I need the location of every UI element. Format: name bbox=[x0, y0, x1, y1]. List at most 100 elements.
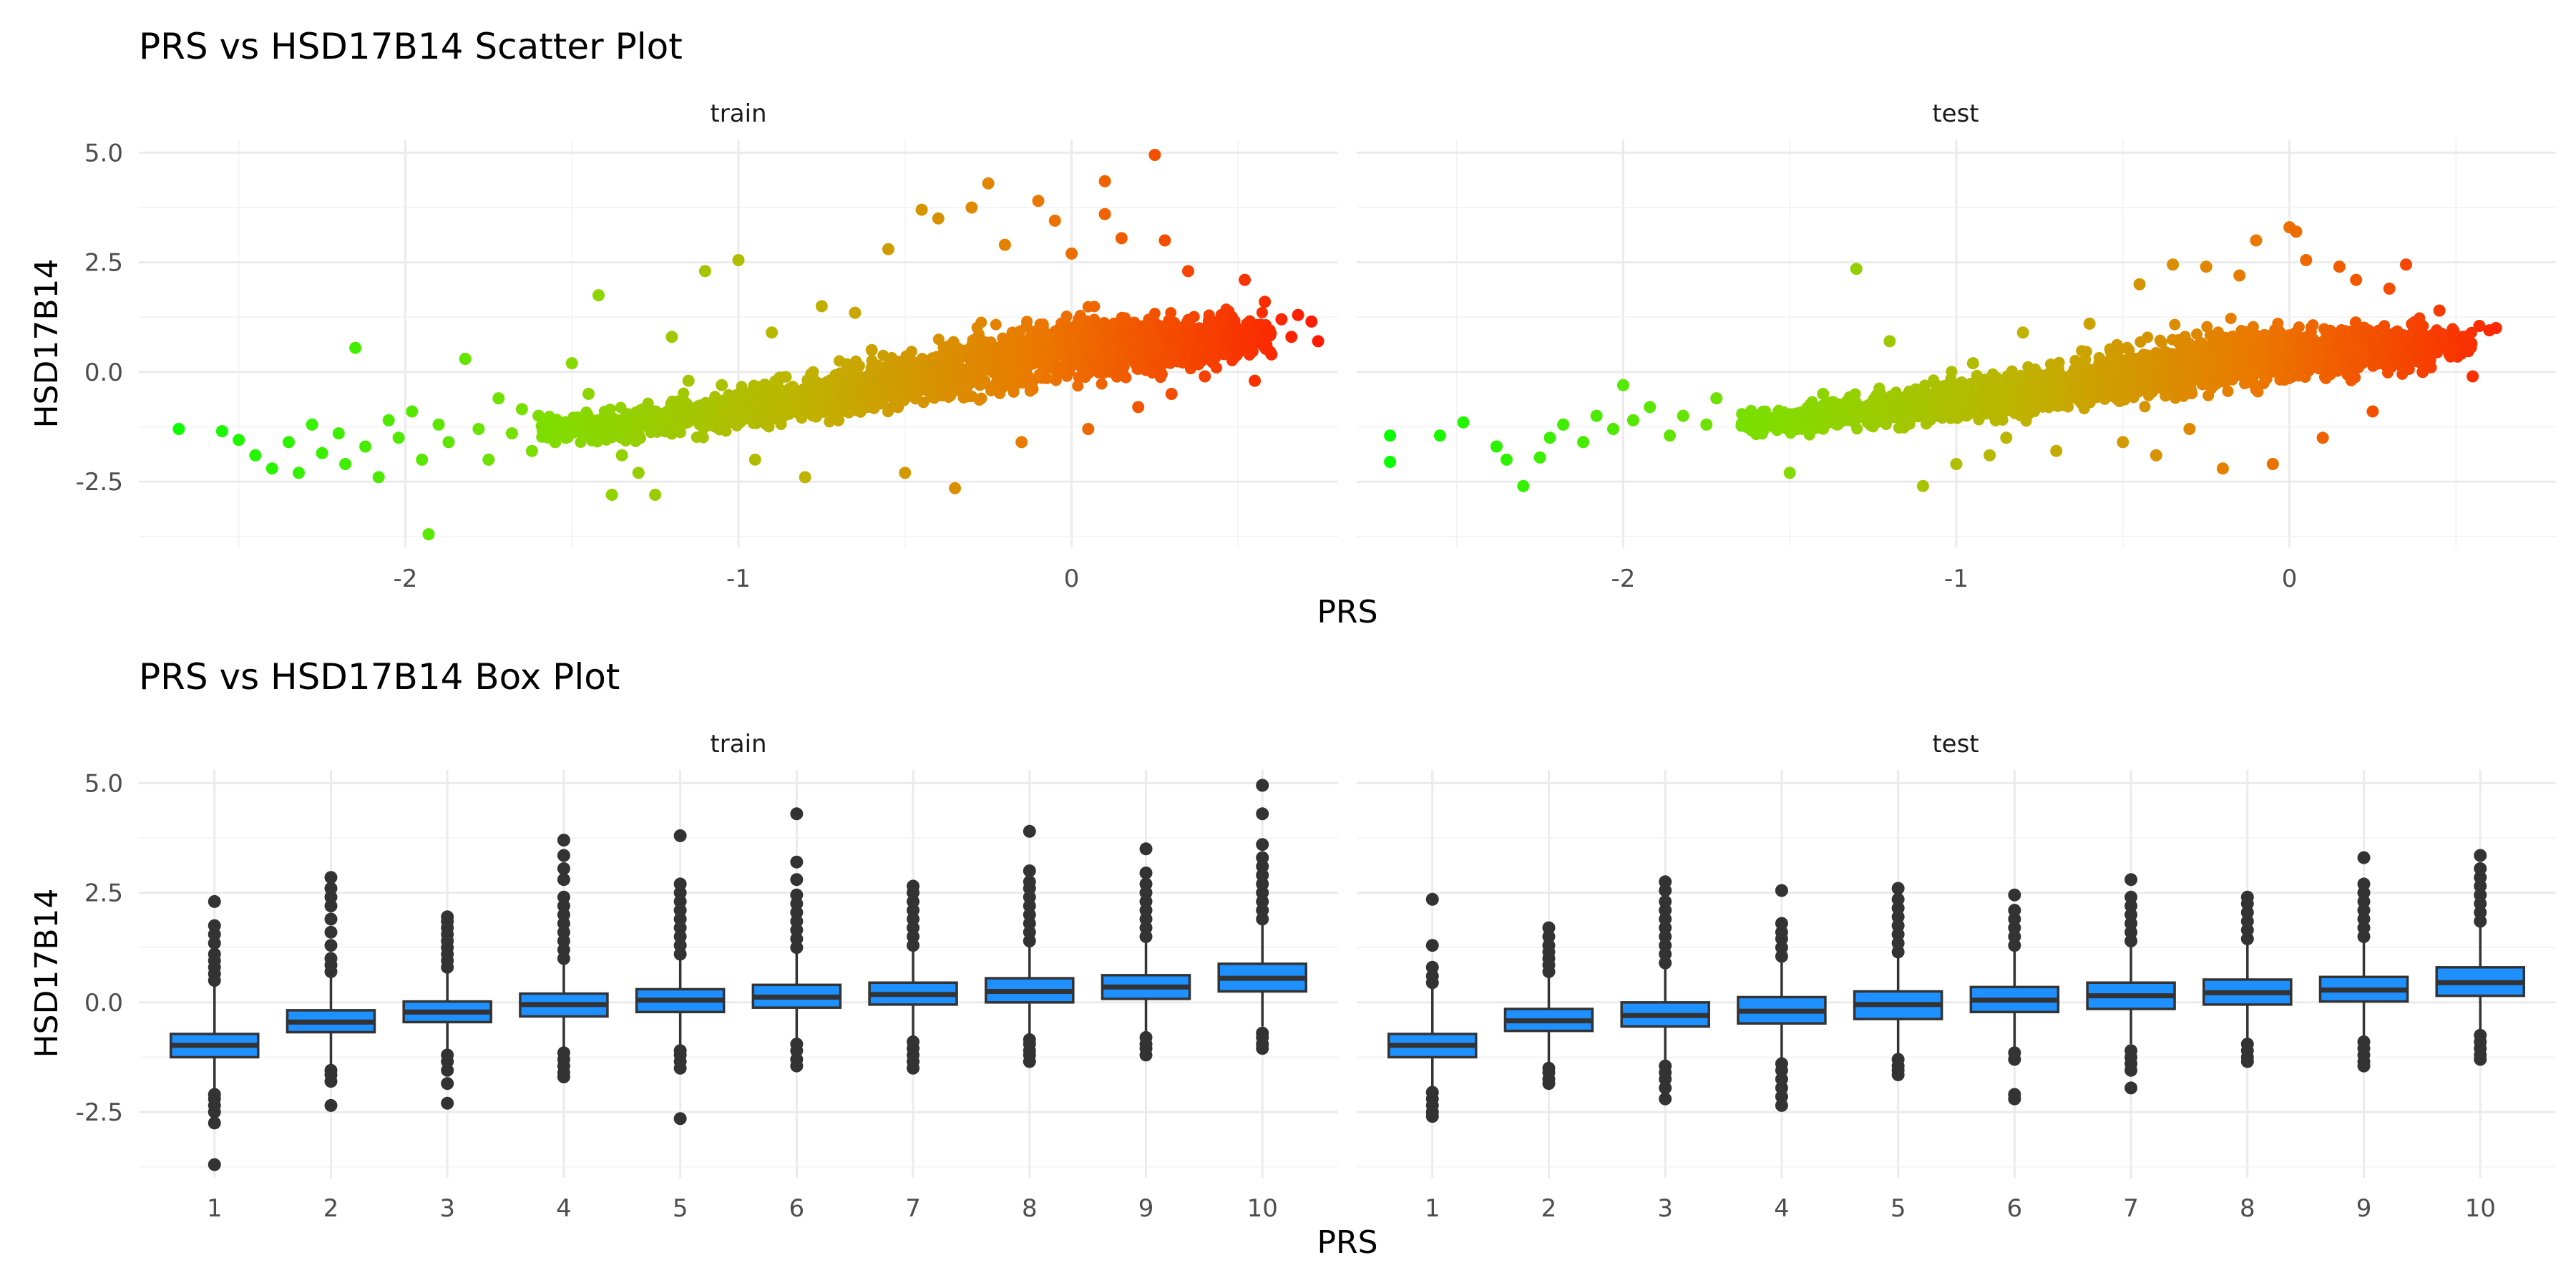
box-x-tick-label: 7 bbox=[2123, 1194, 2139, 1223]
scatter-point bbox=[2188, 361, 2200, 374]
scatter-point bbox=[2121, 341, 2133, 353]
scatter-point bbox=[215, 425, 228, 438]
scatter-point bbox=[2319, 333, 2331, 345]
scatter-point bbox=[2323, 357, 2336, 369]
scatter-point bbox=[725, 415, 737, 427]
scatter-point bbox=[1903, 418, 1916, 430]
scatter-point bbox=[666, 428, 678, 440]
box-outlier bbox=[1775, 917, 1788, 930]
scatter-point bbox=[525, 444, 538, 457]
box-outlier bbox=[1891, 882, 1905, 895]
scatter-point bbox=[702, 398, 714, 410]
box-outlier bbox=[208, 1158, 221, 1171]
scatter-point bbox=[2373, 348, 2385, 360]
scatter-point bbox=[697, 431, 709, 444]
scatter-point bbox=[2050, 444, 2063, 457]
scatter-point bbox=[935, 372, 947, 384]
box-outlier bbox=[673, 1061, 687, 1075]
scatter-point bbox=[572, 411, 584, 423]
box-y-ticks: -2.50.02.55.0 bbox=[76, 769, 123, 1127]
scatter-point bbox=[624, 422, 636, 434]
box-outlier bbox=[907, 879, 920, 893]
scatter-point bbox=[843, 367, 855, 379]
scatter-point bbox=[2180, 378, 2192, 390]
scatter-point bbox=[1916, 479, 1929, 492]
scatter-point-cloud bbox=[535, 301, 1277, 448]
scatter-point bbox=[2270, 366, 2282, 378]
scatter-point bbox=[2083, 317, 2096, 330]
scatter-point bbox=[392, 431, 405, 444]
scatter-point bbox=[2104, 353, 2117, 364]
scatter-y-tick-label: 5.0 bbox=[84, 139, 123, 167]
scatter-point bbox=[956, 386, 967, 398]
box-outlier bbox=[2474, 849, 2487, 862]
scatter-point bbox=[2202, 357, 2214, 369]
scatter-point bbox=[2072, 357, 2084, 369]
scatter-point bbox=[1081, 315, 1093, 327]
scatter-point bbox=[1950, 458, 1963, 470]
scatter-point bbox=[332, 427, 345, 440]
scatter-point bbox=[650, 409, 662, 421]
scatter-point bbox=[588, 415, 600, 427]
scatter-point bbox=[1096, 378, 1108, 390]
scatter-point bbox=[1805, 408, 1818, 420]
scatter-point bbox=[638, 419, 650, 431]
scatter-point bbox=[1989, 414, 2001, 426]
box-outlier bbox=[557, 849, 570, 862]
scatter-point bbox=[605, 426, 617, 438]
box-x-tick-label: 9 bbox=[1138, 1194, 1154, 1223]
scatter-point bbox=[567, 424, 579, 436]
scatter-point bbox=[359, 440, 372, 453]
scatter-point bbox=[909, 358, 922, 371]
scatter-point bbox=[2367, 360, 2379, 372]
scatter-point bbox=[2253, 331, 2265, 343]
scatter-point bbox=[766, 326, 779, 339]
scatter-point bbox=[2135, 377, 2147, 389]
box-outlier bbox=[673, 1112, 687, 1126]
box-2 bbox=[1503, 921, 1594, 1091]
scatter-y-ticks: -2.50.02.55.0 bbox=[76, 139, 123, 497]
box-outlier bbox=[1023, 824, 1036, 838]
scatter-point bbox=[2155, 336, 2167, 348]
scatter-panel-train: -2 -1 0 bbox=[139, 140, 1338, 593]
scatter-point bbox=[2000, 431, 2013, 444]
scatter-point bbox=[1292, 308, 1304, 321]
box-outlier bbox=[1425, 939, 1439, 952]
scatter-point bbox=[283, 436, 295, 449]
scatter-point bbox=[422, 528, 435, 541]
scatter-point bbox=[2316, 431, 2329, 444]
scatter-point bbox=[2219, 357, 2231, 369]
box-outlier bbox=[1139, 877, 1153, 891]
box-outlier bbox=[790, 1059, 804, 1073]
scatter-point bbox=[1616, 379, 1629, 391]
box-outlier bbox=[208, 894, 221, 908]
scatter-point bbox=[698, 265, 711, 278]
scatter-point bbox=[2170, 361, 2181, 373]
box-outlier bbox=[790, 888, 804, 902]
box-x-tick-label: 5 bbox=[673, 1194, 688, 1223]
box-x-tick-label: 10 bbox=[1247, 1194, 1278, 1223]
scatter-point bbox=[932, 212, 945, 225]
scatter-point bbox=[981, 337, 993, 349]
scatter-point bbox=[821, 376, 833, 388]
scatter-point bbox=[1158, 234, 1171, 247]
scatter-point bbox=[2049, 361, 2062, 374]
scatter-point bbox=[1868, 412, 1880, 424]
scatter-point bbox=[947, 336, 960, 348]
box-x-tick-label: 8 bbox=[2240, 1194, 2255, 1223]
scatter-point bbox=[1783, 467, 1796, 479]
scatter-point bbox=[2183, 423, 2196, 435]
box-x-tick-label: 2 bbox=[1541, 1194, 1557, 1223]
scatter-point bbox=[2270, 326, 2282, 338]
scatter-point bbox=[1168, 347, 1180, 359]
box-outlier bbox=[2357, 877, 2371, 891]
scatter-point bbox=[2038, 371, 2050, 383]
scatter-point bbox=[2177, 334, 2189, 346]
box-outlier bbox=[2008, 1053, 2021, 1066]
scatter-point bbox=[339, 458, 352, 470]
box-panel-test: 1 2 3 4 5 6 7 8 9 10 bbox=[1357, 770, 2556, 1223]
scatter-point bbox=[2133, 278, 2146, 291]
scatter-point bbox=[620, 435, 632, 447]
scatter-point bbox=[1207, 351, 1219, 363]
scatter-point bbox=[1818, 406, 1830, 419]
